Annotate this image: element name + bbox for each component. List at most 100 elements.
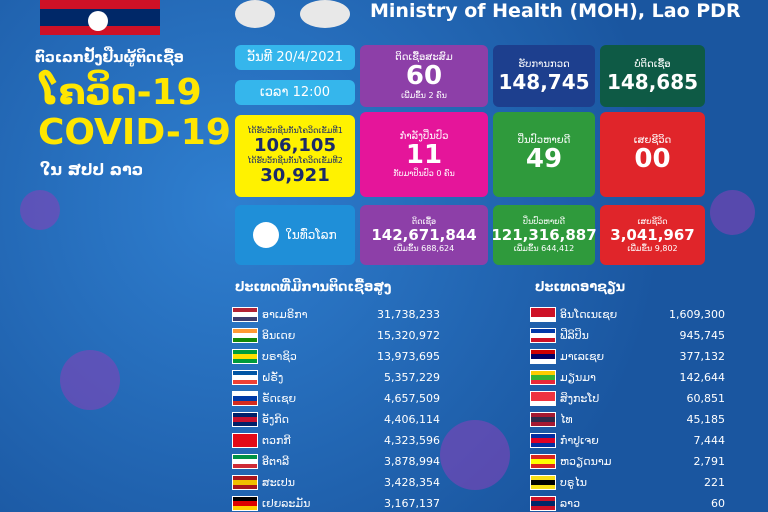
country-name: ສິງກະໂປ xyxy=(560,392,600,405)
country-cases: 3,167,137 xyxy=(384,497,440,510)
country-name: ອິນໂດເນເຊຍ xyxy=(560,308,618,321)
note: ເພີ່ມຂຶ້ນ 2 ຄົນ xyxy=(401,90,447,100)
deaths-box: ເສຍຊີວິດ 00 xyxy=(600,112,705,197)
country-cases: 142,644 xyxy=(679,371,726,384)
negative-box: ບໍ່ຕິດເຊື້ອ 148,685 xyxy=(600,45,705,107)
country-row: ອິນໂດເນເຊຍ 1,609,300 xyxy=(530,305,725,324)
label: ປິ່ນປົວຫາຍດີ xyxy=(517,135,571,147)
value: 142,671,844 xyxy=(371,226,477,244)
world-deaths-box: ເສຍຊີວິດ 3,041,967 ເພີ່ມຂຶ້ນ 9,802 xyxy=(600,205,705,265)
country-row: ກຳປູເຈຍ 7,444 xyxy=(530,431,725,450)
country-cases: 7,444 xyxy=(693,434,726,447)
country-cases: 221 xyxy=(704,476,725,489)
label: ໃນທົ່ວໂລກ xyxy=(285,228,337,242)
world-cases-box: ຕິດເຊື້ອ 142,671,844 ເພີ່ມຂຶ້ນ 688,624 xyxy=(360,205,488,265)
flag xyxy=(232,370,258,385)
country-name: ສະເປນ xyxy=(262,476,295,489)
country-name: ອີຕາລີ xyxy=(262,455,290,468)
flag xyxy=(232,454,258,469)
country-row: ອັງກິດ 4,406,114 xyxy=(232,410,440,429)
country-row: ຕວກກີ 4,323,596 xyxy=(232,431,440,450)
logo xyxy=(300,0,350,28)
country-name: ອັງກິດ xyxy=(262,413,290,426)
country-cases: 45,185 xyxy=(686,413,726,426)
country-name: ບຣູໄນ xyxy=(560,476,588,489)
country-row: ລາວ 60 xyxy=(530,494,725,512)
note: ເພີ່ມຂຶ້ນ 644,412 xyxy=(513,244,575,253)
value: 49 xyxy=(525,144,563,175)
country-row: ຫວຽດນາມ 2,791 xyxy=(530,452,725,471)
country-cases: 1,609,300 xyxy=(669,308,725,321)
list-title: ປະເທດທີ່ມີການຕິດເຊື້ອສູງ xyxy=(235,280,392,295)
title-en: COVID-19 xyxy=(38,112,231,153)
flag xyxy=(232,328,258,343)
flag xyxy=(530,475,556,490)
country-cases: 2,791 xyxy=(693,455,726,468)
flag xyxy=(530,307,556,322)
flag xyxy=(232,496,258,511)
country-row: ອິນເດຍ 15,320,972 xyxy=(232,326,440,345)
country-row: ມາເລເຊຍ 377,132 xyxy=(530,347,725,366)
country-cases: 3,428,354 xyxy=(384,476,440,489)
label: ບໍ່ຕິດເຊື້ອ xyxy=(634,58,671,70)
country-cases: 13,973,695 xyxy=(377,350,440,363)
country-row: ໄທ 45,185 xyxy=(530,410,725,429)
flag xyxy=(232,391,258,406)
flag xyxy=(530,412,556,427)
flag xyxy=(530,391,556,406)
flag xyxy=(530,349,556,364)
value: 3,041,967 xyxy=(610,226,695,244)
country-cases: 377,132 xyxy=(679,350,726,363)
moh-logo xyxy=(235,0,275,28)
virus-icon xyxy=(60,350,120,410)
country-row: ຣັດເຊຍ 4,657,509 xyxy=(232,389,440,408)
flag xyxy=(530,454,556,469)
country-name: ອິນເດຍ xyxy=(262,329,296,342)
country-cases: 5,357,229 xyxy=(384,371,440,384)
flag xyxy=(232,412,258,427)
flag xyxy=(232,475,258,490)
label: ເສຍຊີວິດ xyxy=(633,135,672,147)
cumulative-box: ຕິດເຊື້ອສະສົມ 60 ເພີ່ມຂຶ້ນ 2 ຄົນ xyxy=(360,45,488,107)
country-name: ບຣາຊິວ xyxy=(262,350,297,363)
flag xyxy=(232,307,258,322)
flag xyxy=(232,433,258,448)
country-row: ບຣາຊິວ 13,973,695 xyxy=(232,347,440,366)
country-name: ຕວກກີ xyxy=(262,434,291,447)
country-name: ມາເລເຊຍ xyxy=(560,350,605,363)
recovered-box: ປິ່ນປົວຫາຍດີ 49 xyxy=(493,112,595,197)
value: 30,921 xyxy=(260,165,330,186)
country-name: ລາວ xyxy=(560,497,581,510)
value: 121,316,887 xyxy=(491,226,597,244)
label: ໄດ້ຮັບວັກຊີນກັນໂຄວິດເຂັມທີ2 xyxy=(247,156,343,165)
country-cases: 60 xyxy=(711,497,725,510)
list-title: ປະເທດອາຊຽນ xyxy=(535,280,626,295)
country-cases: 4,657,509 xyxy=(384,392,440,405)
country-cases: 60,851 xyxy=(686,392,726,405)
label: ກຳລັງປິ່ນປົວ xyxy=(399,130,449,142)
subtitle: ຕົວເລກຢັ້ງຢືນຜູ້ຕິດເຊື້ອ xyxy=(35,50,184,66)
value: 148,745 xyxy=(498,69,590,94)
country-row: ສິງກະໂປ 60,851 xyxy=(530,389,725,408)
note: ເພີ່ມຂຶ້ນ 688,624 xyxy=(393,244,455,253)
virus-icon xyxy=(20,190,60,230)
header-title: Ministry of Health (MOH), Lao PDR xyxy=(370,0,741,22)
value: 00 xyxy=(634,144,671,175)
country-row: ອີຕາລີ 3,878,994 xyxy=(232,452,440,471)
country-name: ຣັດເຊຍ xyxy=(262,392,297,405)
label: ປິ່ນປົວຫາຍດີ xyxy=(522,217,566,226)
country-name: ເຢຍລະມັນ xyxy=(262,497,311,510)
vaccine-box: ໄດ້ຮັບວັກຊີນກັນໂຄວິດເຂັມທີ1 106,105 ໄດ້ຮ… xyxy=(235,115,355,197)
label: ຕິດເຊື້ອສະສົມ xyxy=(395,52,453,64)
title-lao: ໂຄວິດ-19 xyxy=(40,72,202,113)
value: 60 xyxy=(405,61,443,92)
location: ໃນ ສປປ ລາວ xyxy=(40,160,144,179)
country-cases: 31,738,233 xyxy=(377,308,440,321)
country-name: ໄທ xyxy=(560,413,573,426)
time: ເວລາ 12:00 xyxy=(235,80,355,105)
country-name: ຟີລິປິນ xyxy=(560,329,589,342)
note: ເພີ່ມຂຶ້ນ 9,802 xyxy=(627,244,678,253)
note: ກັບມາປິ່ນປົວ 0 ຄົນ xyxy=(393,169,455,179)
country-name: ອາເມຣິກາ xyxy=(262,308,308,321)
